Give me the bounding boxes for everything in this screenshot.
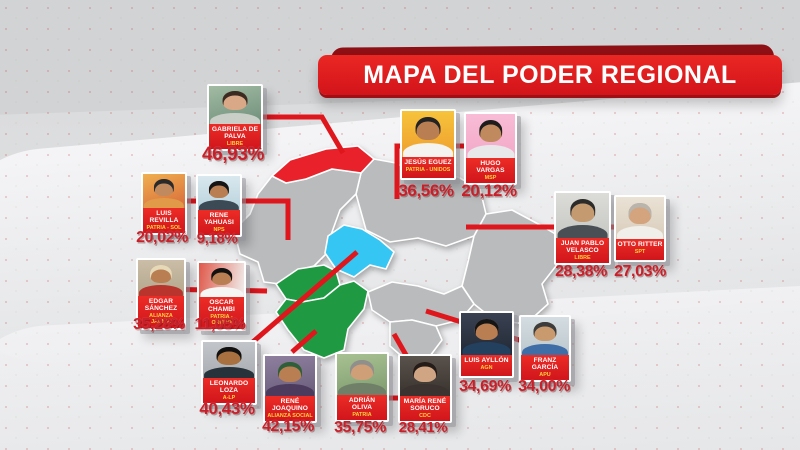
candidate-card: LUIS AYLLÓN AGN [459, 311, 514, 378]
candidate-pct: 20,12% [461, 181, 517, 200]
candidate-card: RENÉ JOAQUINO ALIANZA SOCIAL [263, 354, 317, 424]
candidate-nameplate: FRANZ GARCÍA APU [521, 355, 569, 381]
candidate-card: LUIS REVILLA PATRIA - SOL [141, 172, 187, 236]
candidate-nameplate: OTTO RITTER SPT [616, 239, 664, 260]
candidate-photo [199, 263, 244, 297]
candidate-photo [402, 111, 454, 157]
candidate-card: HUGO VARGAS MSP [464, 112, 517, 186]
candidate-card: LEONARDO LOZA A-LP [201, 340, 257, 406]
bolivia-map [233, 145, 563, 361]
candidate-pct: 11,05% [194, 316, 246, 333]
candidate-photo [521, 317, 569, 355]
candidate-name: OSCAR CHAMBI [208, 299, 235, 314]
candidate-name: OTTO RITTER [617, 241, 663, 248]
candidate-party: PATRIA [352, 412, 372, 419]
candidate-photo [337, 354, 387, 395]
map-region-northwest-red [271, 145, 375, 184]
candidate-name: JESÚS EGUEZ [404, 159, 452, 166]
candidate-pct: 28,41% [398, 419, 448, 436]
candidate-name: JUAN PABLO VELASCO [560, 240, 605, 255]
candidate-pct: 9,18% [196, 230, 238, 247]
candidate-nameplate: ADRIÁN OLIVA PATRIA [337, 395, 387, 421]
candidate-pct: 42,15% [262, 418, 314, 435]
candidate-pct: 36,56% [398, 181, 454, 200]
candidate-photo [138, 260, 184, 296]
candidate-name: LEONARDO LOZA [209, 380, 249, 395]
candidate-name: RENE YAHUASI [204, 212, 234, 227]
page-title: MAPA DEL PODER REGIONAL [363, 60, 737, 89]
candidate-name: MARÍA RENÉ SORUCO [403, 398, 447, 413]
candidate-pct: 40,43% [199, 399, 255, 418]
candidate-pct: 20,02% [136, 229, 188, 246]
candidate-party: SPT [634, 249, 646, 256]
title-banner: MAPA DEL PODER REGIONAL [318, 55, 782, 95]
candidate-nameplate: HUGO VARGAS MSP [466, 158, 515, 184]
candidate-name: ADRIÁN OLIVA [348, 397, 376, 412]
candidate-party: LIBRE [574, 255, 591, 262]
candidate-nameplate: LUIS AYLLÓN AGN [461, 355, 512, 376]
candidate-photo [265, 356, 315, 396]
candidate-card: RENE YAHUASI NPS [196, 174, 242, 238]
candidate-photo [198, 176, 240, 210]
candidate-card: JESÚS EGUEZ PATRIA - UNIDOS [400, 109, 456, 180]
candidate-name: GABRIELA DE PALVA [211, 126, 259, 141]
candidate-photo [466, 114, 515, 158]
candidate-pct: 34,00% [518, 378, 570, 395]
candidate-pct: 27,03% [614, 263, 666, 280]
candidate-name: HUGO VARGAS [476, 160, 505, 175]
candidate-card: GABRIELA DE PALVA LIBRE [207, 84, 263, 152]
candidate-name: EDGAR SÁNCHEZ [144, 298, 178, 313]
candidate-photo [400, 356, 450, 396]
candidate-name: FRANZ GARCÍA [531, 357, 559, 372]
candidate-photo [209, 86, 261, 124]
candidate-pct: 28,38% [555, 263, 607, 280]
candidate-name: LUIS AYLLÓN [464, 357, 509, 364]
candidate-card: MARÍA RENÉ SORUCO CDC [398, 354, 452, 424]
candidate-card: ADRIÁN OLIVA PATRIA [335, 352, 389, 423]
candidate-card: OTTO RITTER SPT [614, 195, 666, 262]
candidate-photo [616, 197, 664, 239]
candidate-party: AGN [480, 365, 493, 372]
candidate-nameplate: MARÍA RENÉ SORUCO CDC [400, 396, 450, 422]
candidate-photo [143, 174, 185, 208]
candidate-photo [461, 313, 512, 355]
candidate-pct: 35,75% [334, 419, 386, 436]
candidate-party: PATRIA - UNIDOS [405, 167, 451, 174]
candidate-pct: 34,69% [459, 378, 511, 395]
candidate-photo [203, 342, 255, 378]
candidate-pct: 46,93% [201, 144, 265, 165]
candidate-card: FRANZ GARCÍA APU [519, 315, 571, 383]
candidate-nameplate: JESÚS EGUEZ PATRIA - UNIDOS [402, 157, 454, 178]
candidate-name: RENÉ JOAQUINO [272, 398, 308, 413]
candidate-photo [556, 193, 609, 238]
candidate-nameplate: JUAN PABLO VELASCO LIBRE [556, 238, 609, 264]
candidate-card: JUAN PABLO VELASCO LIBRE [554, 191, 611, 266]
candidate-name: LUIS REVILLA [149, 210, 179, 225]
candidate-pct: 35,28% [133, 316, 185, 333]
